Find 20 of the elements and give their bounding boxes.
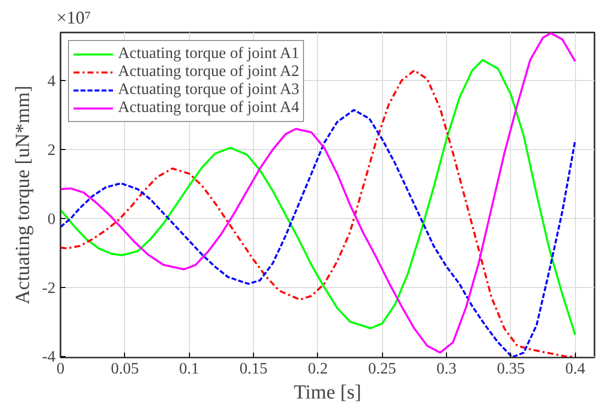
y-tick-label: -2 [42, 280, 56, 297]
x-axis-title: Time [s] [294, 382, 362, 404]
legend-label: Actuating torque of joint A4 [118, 99, 300, 117]
x-tick-label: 0.05 [110, 360, 139, 378]
legend-label: Actuating torque of joint A3 [118, 81, 300, 99]
text: ×10⁷ [56, 8, 91, 28]
x-tick-label: 0.3 [436, 360, 457, 378]
x-tick-label: 0.4 [565, 360, 586, 378]
y-tick-label: -4 [42, 348, 56, 366]
y-tick-label: 2 [48, 142, 56, 160]
y-tick-label: 0 [48, 210, 56, 228]
legend-label: Actuating torque of joint A2 [118, 63, 300, 81]
x-tick-label: 0.1 [179, 360, 200, 378]
y-axis-title: Actuating torque [uN*mm] [12, 86, 34, 304]
legend-label: Actuating torque of joint A1 [118, 45, 300, 63]
x-tick-label: 0.2 [308, 360, 328, 378]
x-tick-label: 0.25 [368, 360, 396, 378]
x-tick-label: 0.35 [496, 360, 525, 378]
x-tick-label: 0.15 [240, 360, 268, 378]
y-tick-label: 4 [48, 73, 56, 90]
